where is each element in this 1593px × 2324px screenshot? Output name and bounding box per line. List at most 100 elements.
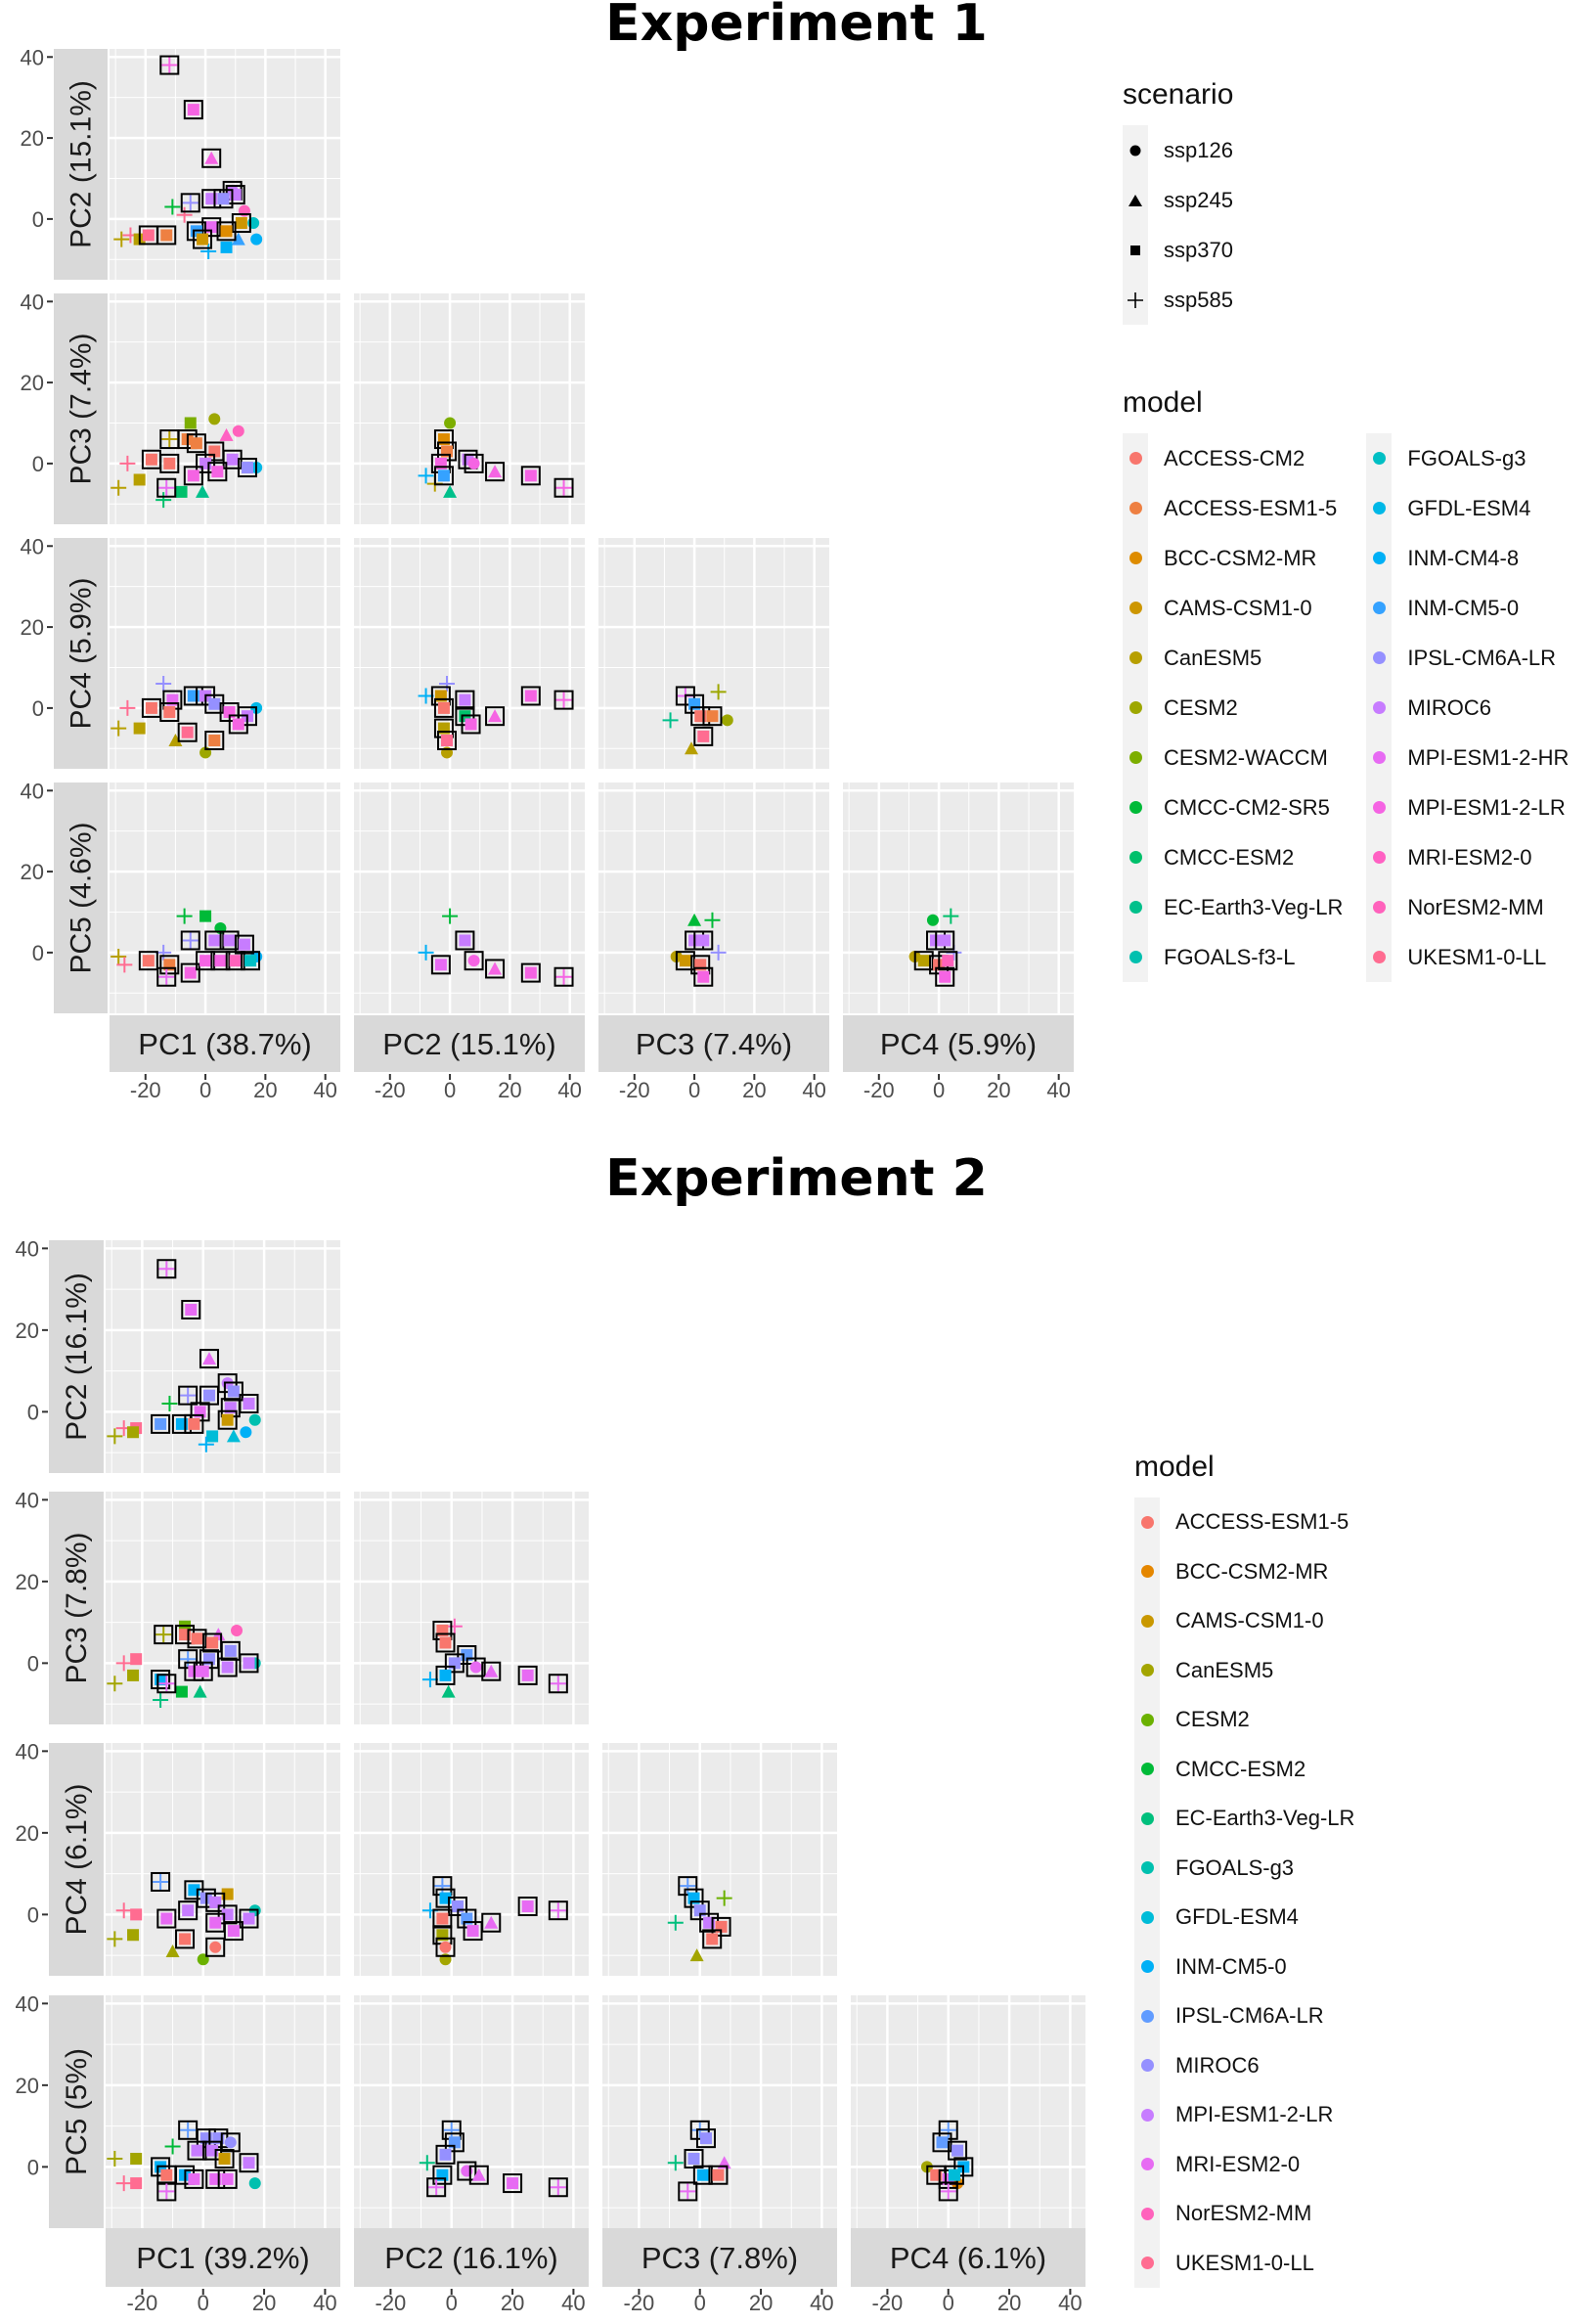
point-plus <box>111 479 127 496</box>
data-point <box>468 2165 489 2185</box>
model-legend-label: CESM2-WACCM <box>1164 744 1328 770</box>
point-square <box>226 453 239 466</box>
data-point <box>138 951 158 971</box>
color-dot-icon <box>1134 2139 1160 2190</box>
point-square <box>466 1925 479 1938</box>
data-point <box>151 1871 171 1892</box>
model-legend-exp1-title: model <box>1123 386 1203 419</box>
model-legend-item: CMCC-CM2-SR5 <box>1123 782 1361 832</box>
highlight-square <box>237 458 257 478</box>
data-point <box>433 697 454 718</box>
point-plus <box>107 1931 123 1947</box>
scenario-legend-label: ssp245 <box>1164 187 1233 212</box>
highlight-square <box>180 930 200 951</box>
x-tick-label: 0 <box>444 1078 456 1102</box>
y-strip-label: PC5 (5%) <box>61 2048 93 2175</box>
model-legend-label: CAMS-CSM1-0 <box>1175 1608 1324 1633</box>
point-triangle <box>687 913 702 926</box>
model-legend-item: MIROC6 <box>1366 683 1587 733</box>
highlight-square <box>693 726 714 746</box>
highlight-square <box>159 955 180 975</box>
data-point <box>164 2138 181 2155</box>
point-circle <box>444 417 457 429</box>
point-circle <box>209 1941 222 1953</box>
model-legend-item: GFDL-ESM4 <box>1134 1892 1373 1943</box>
y-tick-label: 20 <box>21 126 44 151</box>
highlight-square <box>205 1937 226 1957</box>
point-plus <box>180 1651 197 1668</box>
model-legend-item: CAMS-CSM1-0 <box>1123 583 1361 633</box>
point-circle <box>232 425 244 437</box>
point-square <box>465 718 477 731</box>
data-point <box>228 714 248 735</box>
x-tick-label: 20 <box>997 2291 1021 2315</box>
point-square <box>524 966 537 979</box>
point-plus <box>158 1261 175 1277</box>
highlight-square <box>225 951 245 971</box>
y-strip: PC3 (7.8%) 0 20 40 <box>16 1488 104 1724</box>
highlight-square <box>156 1259 177 1279</box>
color-dot-icon <box>1366 683 1393 733</box>
point-plus <box>667 1914 684 1931</box>
x-strip: PC3 (7.4%) -20 0 20 40 <box>598 1015 829 1102</box>
point-plus <box>704 912 721 928</box>
panel <box>110 49 340 280</box>
data-point <box>175 1685 188 1698</box>
point-square <box>145 701 157 714</box>
highlight-square <box>702 1929 723 1949</box>
panel-background <box>602 1995 837 2228</box>
x-strip-bg <box>602 2228 837 2287</box>
highlight-square <box>159 702 180 723</box>
data-point <box>130 2177 143 2190</box>
y-tick-label: 0 <box>32 696 44 721</box>
data-point <box>548 1674 568 1694</box>
point-triangle <box>488 709 503 723</box>
data-point <box>446 1618 463 1634</box>
point-plus <box>198 1436 214 1452</box>
x-strip-bg <box>598 1015 829 1072</box>
panel <box>110 782 340 1013</box>
x-tick-label: -20 <box>376 2291 407 2315</box>
model-legend-label: CESM2 <box>1175 1707 1250 1732</box>
data-point <box>111 479 127 496</box>
data-point <box>418 944 434 961</box>
data-point <box>667 1914 684 1931</box>
point-square <box>441 735 454 747</box>
model-legend-item: MIROC6 <box>1134 2040 1373 2091</box>
point-plus <box>155 1627 172 1643</box>
y-strip-bg <box>54 538 108 769</box>
highlight-square <box>437 731 458 751</box>
data-point <box>165 1944 180 1957</box>
highlight-square <box>177 722 198 742</box>
highlight-square <box>178 1385 199 1406</box>
data-point <box>481 1912 502 1933</box>
color-dot-icon <box>1366 433 1393 483</box>
model-legend-item: ACCESS-CM2 <box>1123 433 1361 483</box>
x-strip-bg <box>843 1015 1074 1072</box>
y-strip: PC4 (5.9%) 0 20 40 <box>21 534 108 769</box>
highlight-square <box>433 466 454 486</box>
color-dot-icon <box>1134 2089 1160 2140</box>
highlight-square <box>183 466 203 486</box>
highlight-square <box>159 55 180 75</box>
color-dot-icon <box>1123 782 1148 832</box>
data-point <box>193 229 213 249</box>
highlight-square <box>938 2120 958 2140</box>
model-legend-label: INM-CM5-0 <box>1175 1953 1287 1979</box>
point-square <box>191 1632 203 1645</box>
point-triangle <box>471 2168 486 2181</box>
panel <box>598 782 829 1013</box>
point-square <box>439 1636 452 1649</box>
highlight-square <box>548 1900 568 1921</box>
point-plus <box>710 944 727 961</box>
panel <box>106 1240 340 1473</box>
y-tick-label: 40 <box>21 290 44 314</box>
model-legend-label: MRI-ESM2-0 <box>1175 2151 1301 2176</box>
model-legend-item: MRI-ESM2-0 <box>1366 832 1587 882</box>
data-point <box>435 2144 456 2165</box>
panel-background <box>110 293 340 524</box>
model-legend-item: IPSL-CM6A-LR <box>1134 1990 1373 2041</box>
data-point <box>239 1653 259 1674</box>
data-point <box>441 1684 456 1698</box>
